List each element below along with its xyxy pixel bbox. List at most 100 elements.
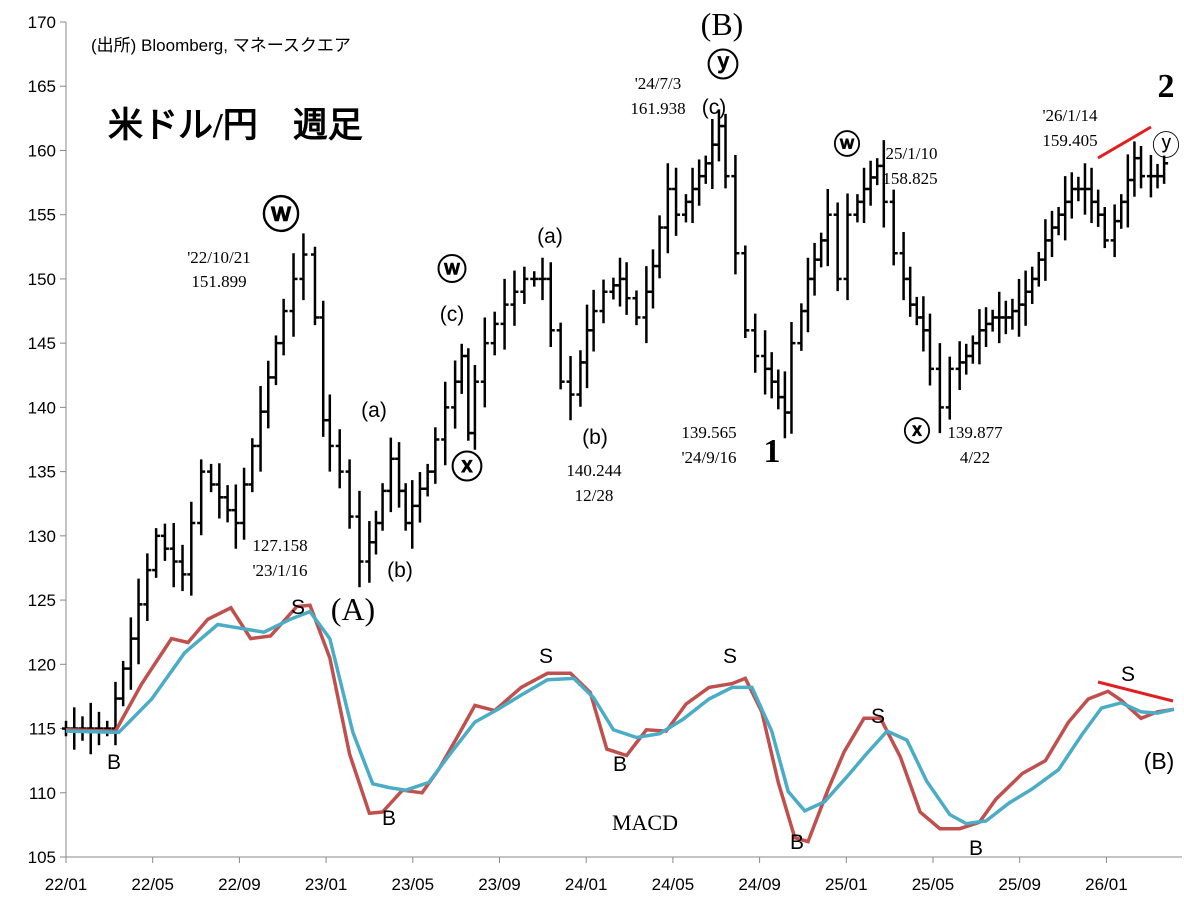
price-bar [371,510,380,555]
price-bar [264,360,273,429]
price-bar [248,438,257,493]
macd-buy-marker: B [382,807,396,830]
price-label: 139.877 [947,423,1003,442]
price-bar [1087,167,1096,224]
price-bar [810,242,819,296]
price-bar [143,553,152,622]
price-bar [576,350,585,407]
price-bar [1137,145,1146,189]
y-tick-label: 135 [28,463,56,482]
price-bar [866,160,875,206]
y-tick-label: 150 [28,270,56,289]
price-bar [223,485,232,523]
price-bar [663,163,672,254]
price-label: 127.158 [252,536,307,555]
price-bar [912,296,921,326]
macd-sell-marker: S [291,596,305,619]
wave-label-1: 1 [764,433,781,470]
price-bar [271,335,280,386]
wave-label-B: (B) [701,6,744,42]
price-bar [556,322,565,390]
wave-label-b: (b) [582,426,608,449]
price-bar [899,232,908,301]
x-tick-label: 25/05 [912,875,955,894]
macd-line [65,603,1175,844]
date-label: 12/28 [575,486,614,505]
price-bar [632,290,641,326]
price-bar [741,245,750,339]
price-bar [1047,210,1056,258]
price-bar [761,330,770,395]
price-bar [945,356,954,420]
wave-label-x-circled: ⓧ [904,416,931,447]
x-tick-label: 25/09 [998,875,1041,894]
price-bar [648,249,657,309]
price-bar [774,369,783,410]
wave-label-w-circled: ⓦ [834,129,861,160]
price-bar [817,232,826,268]
y-tick-label: 125 [28,591,56,610]
price-bar [622,262,631,315]
x-tick-label: 24/05 [652,875,695,894]
price-bar [1094,189,1103,227]
y-tick-label: 105 [28,848,56,867]
price-bar [701,155,710,184]
price-bar [279,298,288,356]
x-ticks: 22/01 22/05 22/09 23/01 23/05 23/09 24/01 24/05… [45,857,1128,894]
y-tick-label: 165 [28,77,56,96]
price-label: 139.565 [681,423,736,442]
price-bar [415,472,424,523]
price-bars [62,109,1169,755]
macd-buy-marker: B [107,751,121,774]
price-bar [1100,206,1109,249]
x-tick-label: 22/09 [218,875,261,894]
price-bar [889,189,898,266]
price-bar [1041,219,1050,281]
macd-sell-marker: S [1121,663,1135,686]
price-bar [310,246,319,326]
y-tick-label: 170 [28,13,56,32]
price-bar [599,279,608,324]
price-bar [642,266,651,344]
price-bar [530,271,539,287]
macd-buy-marker: B [613,753,627,776]
price-label: 151.899 [191,272,246,291]
price-label: 158.825 [882,169,937,188]
x-tick-label: 23/01 [305,875,348,894]
price-bar [695,159,704,206]
x-tick-label: 24/09 [738,875,781,894]
x-tick-label: 26/01 [1085,875,1128,894]
y-tick-label: 155 [28,206,56,225]
date-label: 4/22 [960,448,990,467]
price-bar [325,394,334,472]
price-bar [1034,251,1043,287]
wave-label-y-circled: ⓨ [1152,130,1180,162]
price-bar [451,360,460,429]
x-tick-label: 23/09 [478,875,521,894]
price-bar [408,480,417,549]
price-bar [178,544,187,592]
price-bar [365,521,374,583]
price-label: 159.405 [1042,131,1097,150]
price-bar [134,578,143,665]
price-bar [906,266,915,317]
price-bar [510,270,519,326]
wave-label-x-circled: ⓧ [451,449,483,485]
wave-label-c: (c) [440,303,465,326]
price-bar [1054,206,1063,236]
price-bar [1130,141,1139,197]
price-trend-line [1097,125,1152,160]
macd-sell-marker: S [539,645,553,668]
y-tick-label: 115 [29,720,56,739]
price-bar [655,215,664,279]
price-bar [160,523,169,561]
price-bar [441,381,450,466]
price-bar [111,681,120,746]
price-bar [589,289,598,352]
price-bar [873,158,882,186]
price-bar [289,253,298,337]
wave-label-a: (a) [361,399,387,422]
x-tick-label: 22/05 [131,875,174,894]
y-tick-label: 130 [28,527,56,546]
price-bar [919,296,928,352]
